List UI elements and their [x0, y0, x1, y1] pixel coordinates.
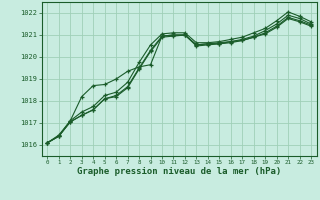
- X-axis label: Graphe pression niveau de la mer (hPa): Graphe pression niveau de la mer (hPa): [77, 167, 281, 176]
